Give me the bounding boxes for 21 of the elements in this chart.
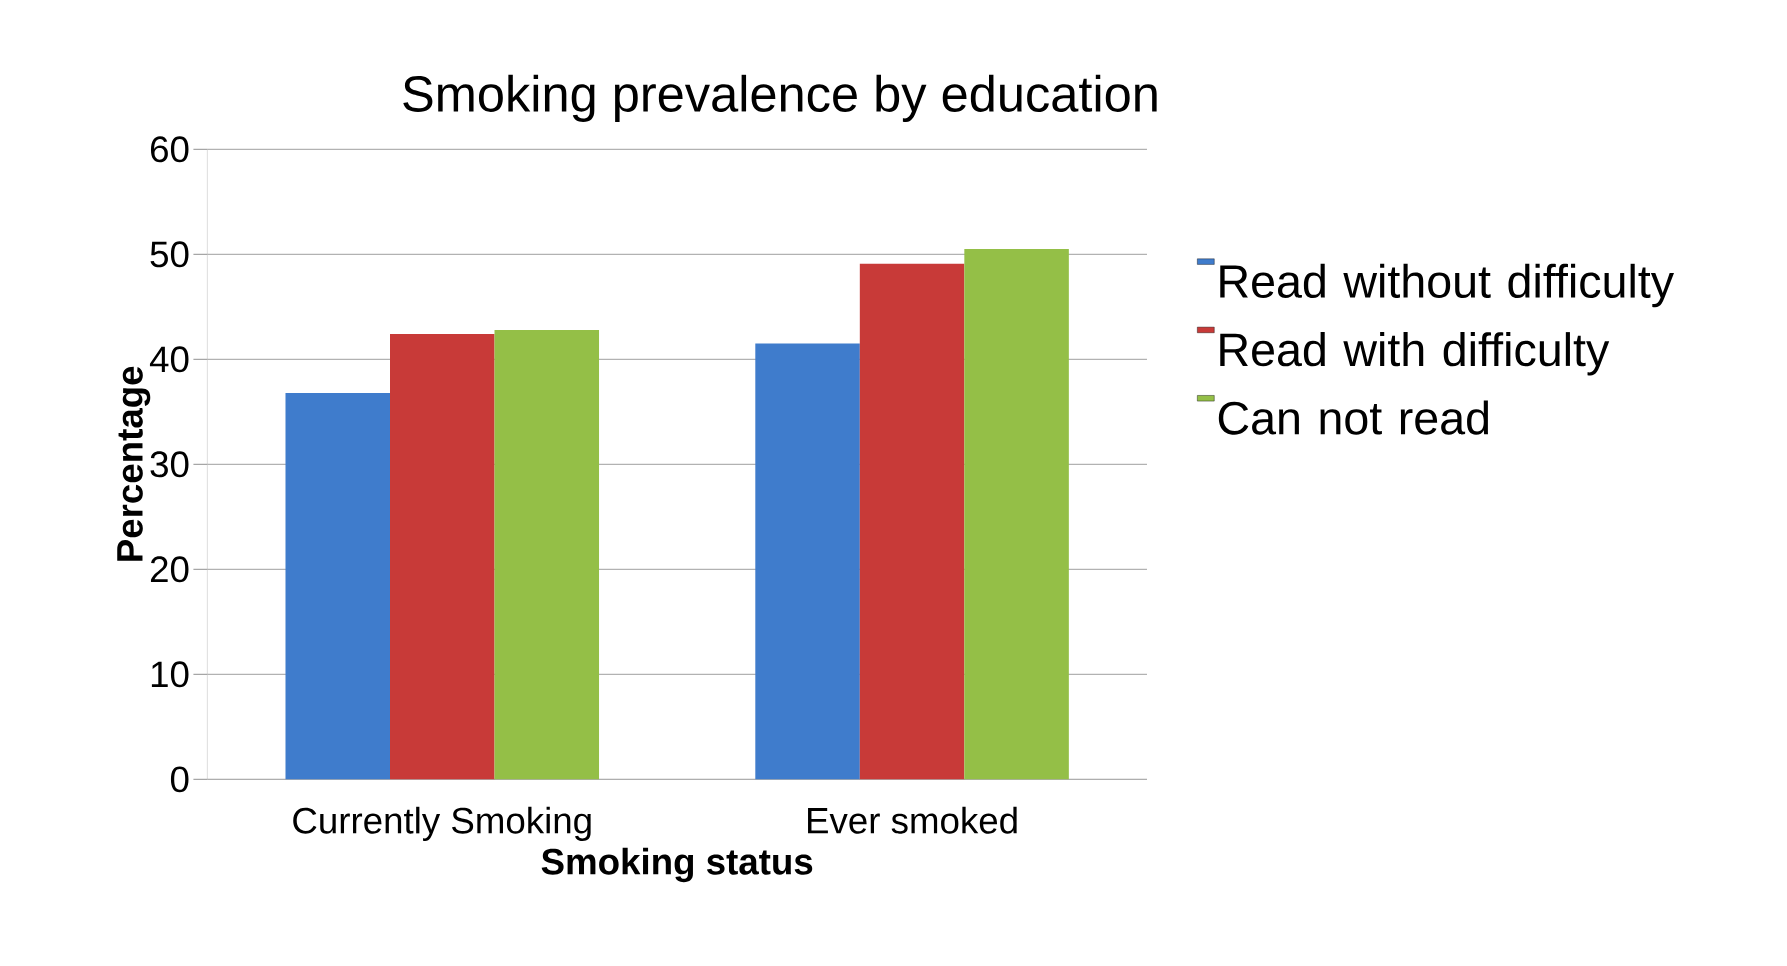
y-tick-label: 10 xyxy=(151,661,189,688)
x-tick-label: Currently Smoking xyxy=(293,807,591,842)
legend-label: Read with difficulty xyxy=(1220,332,1610,376)
bar xyxy=(285,393,391,780)
y-axis-title: Percentage xyxy=(117,366,151,562)
y-tick-label: 30 xyxy=(150,451,189,478)
bar xyxy=(859,264,965,780)
x-axis-title: Smoking status xyxy=(541,848,813,883)
y-tick-label: 50 xyxy=(150,241,189,268)
y-tick-label: 20 xyxy=(150,556,189,583)
bar xyxy=(494,330,600,780)
bar xyxy=(755,343,860,780)
legend-label: Can not read xyxy=(1218,400,1489,435)
legend-label: Read without difficulty xyxy=(1220,264,1674,308)
bar xyxy=(964,249,1069,780)
y-tick-label: 40 xyxy=(149,346,189,373)
y-tick-label: 60 xyxy=(150,136,189,163)
chart-title: Smoking prevalence by education xyxy=(403,75,1157,123)
x-tick-label: Ever smoked xyxy=(808,807,1017,834)
y-tick-label: 0 xyxy=(170,766,189,793)
bar xyxy=(390,334,495,780)
